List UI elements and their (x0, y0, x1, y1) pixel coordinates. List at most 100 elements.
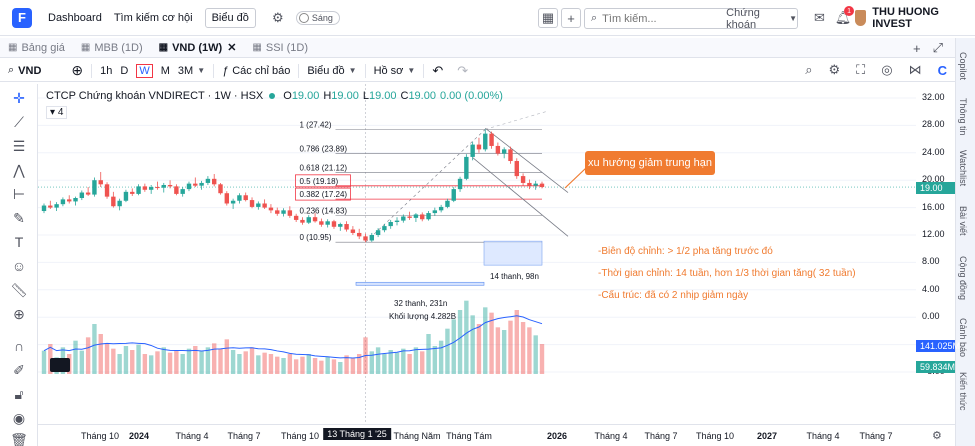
volume-bar (268, 354, 274, 374)
zoom-in-icon[interactable]: ⊕ (13, 305, 25, 322)
time-axis-label: 2024 (128, 431, 150, 441)
price-chart[interactable]: 1 (27.42) 0.786 (23.89) 0.618 (21.12) 0.5 (… (38, 84, 955, 424)
note-structure[interactable]: -Cấu trúc: đã có 2 nhịp giảm ngày (598, 290, 749, 301)
search-box[interactable]: ⌕ Chứng khoán ▼ (584, 6, 798, 31)
range-icon[interactable]: ⊢ (12, 185, 26, 202)
candle-body (174, 186, 179, 194)
close-icon[interactable]: ✕ (227, 42, 237, 54)
sidebar-item-watchlist[interactable]: Watchlist (958, 150, 968, 187)
text-icon[interactable]: T (14, 234, 24, 250)
volume-bar (180, 354, 185, 374)
interval-m[interactable]: M (160, 64, 170, 77)
market-select[interactable]: Chứng khoán (726, 6, 760, 31)
volume-bar (476, 324, 482, 374)
interval-w[interactable]: W (136, 63, 153, 78)
time-axis[interactable]: Tháng 10 2024 Tháng 4 Tháng 7 Tháng 10 13 Thá… (38, 424, 955, 446)
trendline-icon[interactable]: ⟋ (14, 113, 24, 130)
theme-toggle[interactable]: Sáng (295, 10, 340, 25)
emoji-icon[interactable]: ☺ (11, 258, 27, 274)
sidebar-item-copilot[interactable]: Copilot (958, 52, 968, 81)
brand-icon[interactable]: C (937, 62, 947, 78)
brush-icon[interactable]: ✎ (13, 209, 25, 226)
share-icon[interactable]: ⋈ (908, 62, 922, 77)
candle-body (287, 210, 293, 216)
volume-bar (407, 354, 412, 374)
note-duration[interactable]: -Thời gian chỉnh: 14 tuần, hơn 1/3 thời … (598, 268, 856, 279)
sidebar-item-info[interactable]: Thông tin (958, 98, 968, 136)
candle-body (148, 187, 154, 190)
gear-icon[interactable]: ⚙ (272, 9, 284, 25)
undo-icon[interactable]: ↶ (432, 62, 444, 78)
right-sidebar: Copilot Thông tin Watchlist Bài viết Cộn… (955, 38, 975, 446)
indicators-collapse[interactable]: ▾ 4 (46, 106, 68, 119)
candle-body (520, 176, 526, 183)
sidebar-item-articles[interactable]: Bài viết (958, 206, 968, 236)
chart-type-menu[interactable]: Biểu đồ ▼ (307, 65, 356, 77)
candle-body (224, 193, 230, 204)
sidebar-item-alerts[interactable]: Cảnh báo (958, 318, 968, 358)
layout-grid-icon[interactable]: ▦ (538, 8, 558, 28)
ruler-icon[interactable]: 📏︎ (10, 281, 28, 298)
volume-bar (470, 315, 475, 374)
bell-icon[interactable]: 🔔︎ 1 (835, 6, 855, 26)
candle-body (483, 133, 488, 150)
trend-annotation[interactable]: xu hướng giảm trung hạn (585, 151, 715, 175)
nav-search-opportunity[interactable]: Tìm kiếm cơ hội (113, 11, 193, 24)
volume-bar (186, 348, 192, 374)
tv-watermark[interactable] (50, 358, 70, 372)
range-label-rally: 32 thanh, 231n (394, 299, 448, 308)
volume-bar (98, 334, 103, 374)
fib-level-label: 0.236 (14.83) (299, 207, 347, 216)
time-axis-label: 2027 (756, 431, 778, 441)
volume-bar (142, 354, 148, 374)
tab-vnd[interactable]: ▦ VND (1W) ✕ (151, 38, 245, 58)
candle-body (501, 149, 507, 154)
axis-settings-icon[interactable]: ⚙ (932, 430, 942, 442)
crosshair-icon[interactable]: ✛ (13, 89, 25, 106)
chat-icon[interactable]: ✉ (814, 10, 825, 25)
camera-icon[interactable]: ◎ (881, 62, 893, 77)
nav-dashboard[interactable]: Dashboard (48, 11, 102, 24)
volume-bar (224, 339, 230, 374)
nav-chart-button[interactable]: Biểu đồ (204, 7, 256, 28)
search-input[interactable] (602, 12, 713, 25)
pattern-icon[interactable]: ⋀ (13, 161, 25, 178)
settings-icon[interactable]: ⚙ (828, 62, 841, 77)
symbol-search[interactable]: ⌕ VND (8, 64, 41, 77)
eye-icon[interactable]: ◉ (12, 409, 26, 426)
interval-3m[interactable]: 3M ▼ (178, 65, 205, 77)
sidebar-item-community[interactable]: Cộng đồng (958, 256, 968, 301)
interval-d[interactable]: D (120, 64, 129, 77)
tab-price-board[interactable]: ▦ Bảng giá (0, 38, 73, 58)
search-icon: ⌕ (8, 64, 15, 76)
symbol-label: VND (18, 64, 42, 77)
compare-icon[interactable]: ⊕ (71, 62, 84, 78)
username[interactable]: THU HUONG INVEST (872, 6, 939, 30)
chevron-down-icon[interactable]: ▼ (789, 14, 797, 23)
add-icon[interactable]: + (561, 8, 581, 28)
avatar[interactable] (855, 10, 867, 26)
interval-1h[interactable]: 1h (100, 64, 113, 77)
candle-body (199, 182, 204, 186)
trash-icon[interactable]: 🗑︎ (10, 431, 28, 446)
chart-menu-label: Biểu đồ (307, 64, 345, 77)
lock-drawing-icon[interactable]: ✐ (13, 361, 25, 378)
candle-body (73, 198, 78, 202)
tab-label: MBB (1D) (94, 41, 143, 54)
lock-icon[interactable]: 🔓︎ (14, 385, 24, 402)
fullscreen-icon[interactable]: ⛶ (856, 62, 866, 77)
app-logo[interactable]: F (12, 7, 32, 28)
profile-menu[interactable]: Hồ sơ ▼ (374, 65, 416, 77)
redo-icon[interactable]: ↷ (457, 62, 469, 78)
magnet-icon[interactable]: ∩ (13, 338, 25, 354)
tab-ssi[interactable]: ▦ SSI (1D) (244, 38, 316, 58)
tab-mbb[interactable]: ▦ MBB (1D) (73, 38, 151, 58)
indicators-button[interactable]: ƒ Các chỉ báo (222, 65, 290, 77)
zoom-search-icon[interactable]: ⌕ (805, 62, 813, 77)
add-tab-icon[interactable]: + (913, 40, 921, 56)
parallel-lines-icon[interactable]: ☰ (12, 137, 26, 154)
price-axis-label: 32.00 (922, 92, 945, 102)
note-amplitude[interactable]: -Biên độ chỉnh: > 1/2 pha tăng trước đó (598, 246, 773, 257)
expand-icon[interactable]: ⤢ (932, 40, 943, 55)
sidebar-item-knowledge[interactable]: Kiến thức (958, 372, 968, 411)
